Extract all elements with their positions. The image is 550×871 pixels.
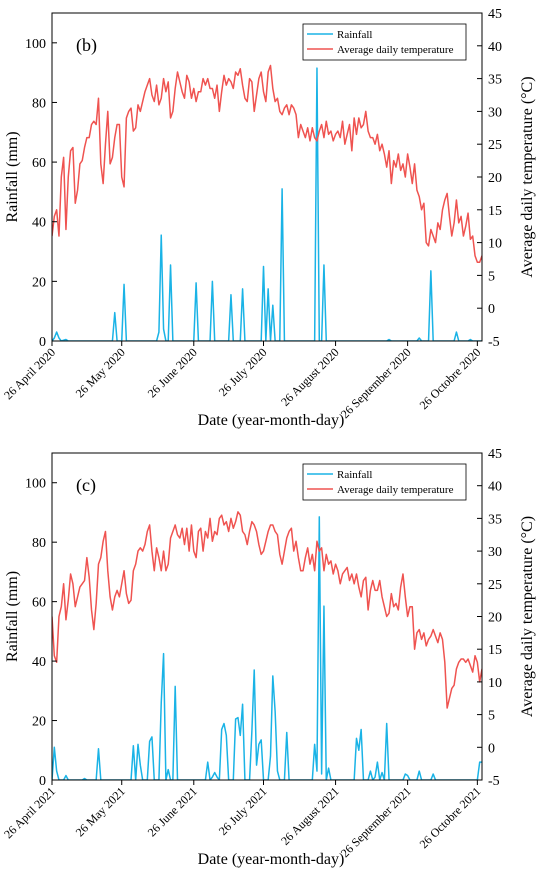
x-tick-label: 26 Octobre 2021 bbox=[417, 784, 484, 851]
right-y-tick-label: -5 bbox=[488, 335, 500, 350]
chart-panel-c: 0 20 40 60 80 100 -5 0 5 10 15 20 25 30 35 40 45 26 April… bbox=[1, 447, 536, 868]
left-y-tick-label: 60 bbox=[32, 156, 46, 171]
right-y-tick-label: 5 bbox=[488, 709, 495, 724]
plot-frame bbox=[51, 12, 483, 342]
legend-rainfall-label: Rainfall bbox=[337, 469, 372, 481]
right-y-tick-label: 35 bbox=[488, 512, 502, 527]
left-y-tick-label: 20 bbox=[32, 715, 46, 730]
right-y-tick-label: 45 bbox=[488, 7, 502, 22]
right-y-tick-label: 30 bbox=[488, 545, 502, 560]
left-y-axis-label: Rainfall (mm) bbox=[4, 571, 21, 662]
x-tick-label: 26 September 2020 bbox=[338, 345, 414, 421]
right-y-tick-label: 40 bbox=[488, 40, 502, 55]
x-axis-label: Date (year-month-day) bbox=[198, 412, 345, 429]
right-y-tick-label: 10 bbox=[488, 676, 502, 691]
x-tick-label: 26 June 2021 bbox=[145, 784, 200, 839]
right-y-tick-label: 30 bbox=[488, 105, 502, 120]
chart-panel-b: 0 20 40 60 80 100 -5 0 5 10 15 20 25 30 35 40 45 26 April… bbox=[1, 7, 536, 429]
x-tick-label: 26 Octobre 2020 bbox=[417, 345, 484, 412]
right-y-tick-label: 25 bbox=[488, 138, 502, 153]
legend-temperature-label: Average daily temperature bbox=[337, 484, 454, 496]
left-y-tick-label: 80 bbox=[32, 536, 46, 551]
legend: Rainfall Average daily temperature bbox=[302, 463, 467, 501]
plot-frame bbox=[51, 452, 483, 781]
x-tick-label: 26 August 2021 bbox=[278, 784, 342, 848]
right-y-tick-label: 15 bbox=[488, 204, 502, 219]
rainfall-series-line bbox=[52, 67, 482, 341]
right-y-tick-label: 0 bbox=[488, 741, 495, 756]
left-y-tick-label: 100 bbox=[25, 37, 46, 52]
left-y-tick-label: 20 bbox=[32, 275, 46, 290]
left-y-tick-label: 40 bbox=[32, 216, 46, 231]
right-y-tick-label: 15 bbox=[488, 643, 502, 658]
x-tick-label: 26 August 2020 bbox=[278, 345, 342, 409]
panel-label: (c) bbox=[76, 475, 96, 496]
left-y-axis-label: Rainfall (mm) bbox=[4, 131, 21, 222]
right-y-tick-label: 5 bbox=[488, 269, 495, 284]
legend-box bbox=[302, 463, 467, 501]
left-y-tick-label: 80 bbox=[32, 96, 46, 111]
legend-box bbox=[302, 23, 467, 61]
x-tick-label: 26 July 2021 bbox=[216, 784, 270, 838]
left-y-tick-label: 60 bbox=[32, 596, 46, 611]
right-y-tick-label: 25 bbox=[488, 578, 502, 593]
panel-label: (b) bbox=[76, 35, 97, 56]
right-y-tick-label: 0 bbox=[488, 302, 495, 317]
right-y-tick-label: 20 bbox=[488, 171, 502, 186]
right-y-axis-label: Average daily temperature (°C) bbox=[519, 76, 536, 277]
right-y-tick-label: 10 bbox=[488, 237, 502, 252]
x-tick-label: 26 May 2020 bbox=[73, 345, 128, 400]
right-y-tick-label: -5 bbox=[488, 774, 500, 789]
rainfall-series-line bbox=[52, 516, 482, 780]
x-axis-label: Date (year-month-day) bbox=[198, 851, 345, 868]
right-y-axis-label: Average daily temperature (°C) bbox=[519, 516, 536, 717]
x-tick-label: 26 July 2020 bbox=[216, 345, 270, 399]
x-tick-label: 26 April 2021 bbox=[1, 784, 58, 841]
x-tick-label: 26 May 2021 bbox=[73, 784, 128, 839]
x-tick-label: 26 September 2021 bbox=[338, 784, 414, 860]
right-y-tick-label: 40 bbox=[488, 480, 502, 495]
temperature-series-line bbox=[52, 64, 482, 264]
legend-rainfall-label: Rainfall bbox=[337, 29, 372, 41]
x-tick-label: 26 June 2020 bbox=[145, 345, 200, 400]
temperature-series-line bbox=[52, 511, 482, 709]
left-y-tick-label: 40 bbox=[32, 655, 46, 670]
left-y-tick-label: 0 bbox=[39, 774, 46, 789]
legend-temperature-label: Average daily temperature bbox=[337, 44, 454, 56]
left-y-tick-label: 100 bbox=[25, 477, 46, 492]
right-y-tick-label: 35 bbox=[488, 73, 502, 88]
legend: Rainfall Average daily temperature bbox=[302, 23, 467, 61]
right-y-tick-label: 45 bbox=[488, 447, 502, 462]
x-tick-label: 26 April 2020 bbox=[1, 345, 58, 402]
right-y-tick-label: 20 bbox=[488, 611, 502, 626]
left-y-tick-label: 0 bbox=[39, 335, 46, 350]
